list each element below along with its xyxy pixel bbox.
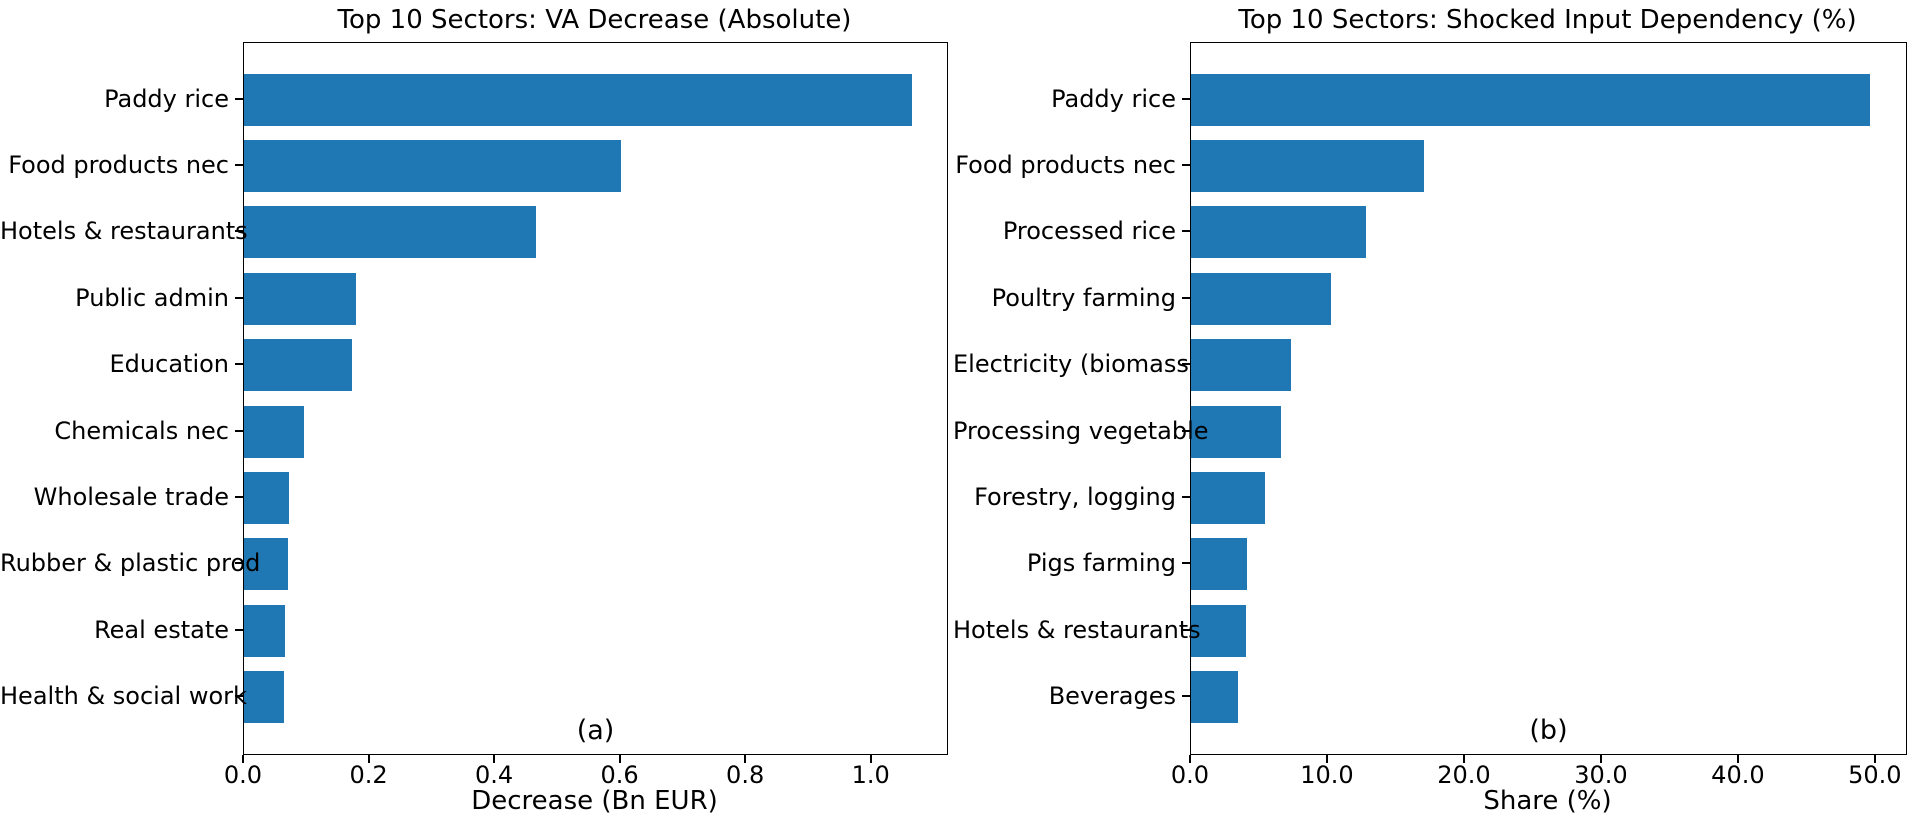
y-tick-mark xyxy=(235,97,243,100)
x-tick-mark xyxy=(744,755,747,763)
bar-processing-vegetable xyxy=(1191,405,1282,458)
x-tick-label: 10.0 xyxy=(1300,761,1354,789)
y-tick-mark xyxy=(235,628,243,631)
bar-food-products-nec xyxy=(1191,140,1424,192)
x-tick-mark xyxy=(1462,755,1465,763)
x-tick-label: 1.0 xyxy=(851,761,890,789)
chart-title: Top 10 Sectors: VA Decrease (Absolute) xyxy=(337,5,852,35)
x-tick-label: 50.0 xyxy=(1848,761,1902,789)
y-tick-label: Rubber & plastic prod xyxy=(0,549,261,578)
x-tick-label: 30.0 xyxy=(1574,761,1628,789)
x-tick-label: 40.0 xyxy=(1711,761,1765,789)
y-tick-mark xyxy=(1182,429,1190,432)
y-tick-label: Hotels & restaurants xyxy=(0,217,248,246)
x-axis-title: Decrease (Bn EUR) xyxy=(471,786,718,816)
plot-area: (b) xyxy=(1190,42,1907,755)
x-tick-mark xyxy=(1189,755,1191,763)
bar-hotels-restaurants xyxy=(244,206,536,259)
bar-health-social-work xyxy=(244,671,285,724)
x-tick-mark xyxy=(367,755,370,763)
y-tick-mark xyxy=(1182,164,1190,166)
x-tick-mark xyxy=(1736,755,1739,763)
y-tick-mark xyxy=(235,164,243,166)
x-tick-label: 0.0 xyxy=(223,761,263,789)
plot-area: (a) xyxy=(243,42,948,755)
y-tick-label: Paddy rice xyxy=(104,84,229,113)
bar-public-admin xyxy=(244,272,356,325)
x-tick-label: 0.8 xyxy=(726,761,765,789)
x-tick-label: 0.0 xyxy=(1170,761,1210,789)
bar-pigs-farming xyxy=(1191,538,1248,591)
x-tick-mark xyxy=(1599,755,1602,763)
x-tick-label: 20.0 xyxy=(1437,761,1491,789)
bar-real-estate xyxy=(244,604,286,657)
y-tick-label: Paddy rice xyxy=(1051,84,1176,113)
y-tick-label: Hotels & restaurants xyxy=(953,615,1201,644)
y-tick-mark xyxy=(235,429,243,432)
bar-hotels-restaurants xyxy=(1191,604,1246,657)
panel-letter-label: (a) xyxy=(576,715,615,746)
y-tick-mark xyxy=(1182,695,1190,698)
panel-letter-label: (b) xyxy=(1529,715,1568,746)
y-tick-label: Chemicals nec xyxy=(54,416,229,445)
y-tick-label: Real estate xyxy=(94,615,229,644)
x-tick-mark xyxy=(1325,755,1328,763)
chart-panel-a: Top 10 Sectors: VA Decrease (Absolute) (… xyxy=(0,0,953,827)
y-tick-mark xyxy=(1182,562,1190,565)
x-axis-title: Share (%) xyxy=(1483,786,1612,816)
y-tick-label: Processed rice xyxy=(1002,217,1176,246)
y-tick-mark xyxy=(235,562,243,565)
bar-processed-rice xyxy=(1191,206,1367,259)
bar-chemicals-nec xyxy=(244,405,304,458)
y-tick-label: Beverages xyxy=(1048,682,1176,711)
y-tick-label: Food products nec xyxy=(955,151,1176,179)
y-tick-label: Poultry farming xyxy=(991,283,1176,312)
x-tick-label: 0.6 xyxy=(600,761,639,789)
y-tick-label: Food products nec xyxy=(8,151,229,179)
bar-wholesale-trade xyxy=(244,472,290,525)
bar-food-products-nec xyxy=(244,140,621,192)
x-tick-mark xyxy=(1873,755,1876,763)
chart-title: Top 10 Sectors: Shocked Input Dependency… xyxy=(1238,5,1857,35)
y-tick-label: Forestry, logging xyxy=(974,483,1176,512)
y-tick-label: Wholesale trade xyxy=(33,483,229,512)
y-tick-label: Public admin xyxy=(75,283,229,312)
y-tick-label: Processing vegetable xyxy=(953,416,1209,445)
bar-paddy-rice xyxy=(1191,73,1871,126)
y-tick-mark xyxy=(1182,97,1190,100)
y-tick-label: Pigs farming xyxy=(1026,549,1176,578)
bar-forestry-logging xyxy=(1191,472,1265,525)
bar-rubber-plastic-prod xyxy=(244,538,288,591)
x-tick-mark xyxy=(242,755,244,763)
x-tick-mark xyxy=(618,755,621,763)
x-tick-mark xyxy=(869,755,872,763)
bar-beverages xyxy=(1191,671,1238,724)
bar-paddy-rice xyxy=(244,73,913,126)
bar-electricity-biomass xyxy=(1191,339,1291,392)
bar-education xyxy=(244,339,352,392)
chart-panel-b: Top 10 Sectors: Shocked Input Dependency… xyxy=(953,0,1907,827)
x-tick-mark xyxy=(493,755,496,763)
y-tick-mark xyxy=(1182,628,1190,631)
x-tick-label: 0.4 xyxy=(474,761,514,789)
y-tick-mark xyxy=(1182,363,1190,366)
y-tick-mark xyxy=(235,230,243,233)
y-tick-label: Education xyxy=(109,350,229,379)
y-tick-mark xyxy=(1182,230,1190,233)
y-tick-label: Electricity (biomass xyxy=(953,350,1189,379)
y-tick-mark xyxy=(235,296,243,299)
y-tick-label: Health & social work xyxy=(0,682,247,711)
y-tick-mark xyxy=(1182,496,1190,499)
y-tick-mark xyxy=(1182,296,1190,299)
y-tick-mark xyxy=(235,496,243,499)
y-tick-mark xyxy=(235,363,243,366)
x-tick-label: 0.2 xyxy=(349,761,388,789)
bar-poultry-farming xyxy=(1191,272,1331,325)
y-tick-mark xyxy=(235,695,243,698)
